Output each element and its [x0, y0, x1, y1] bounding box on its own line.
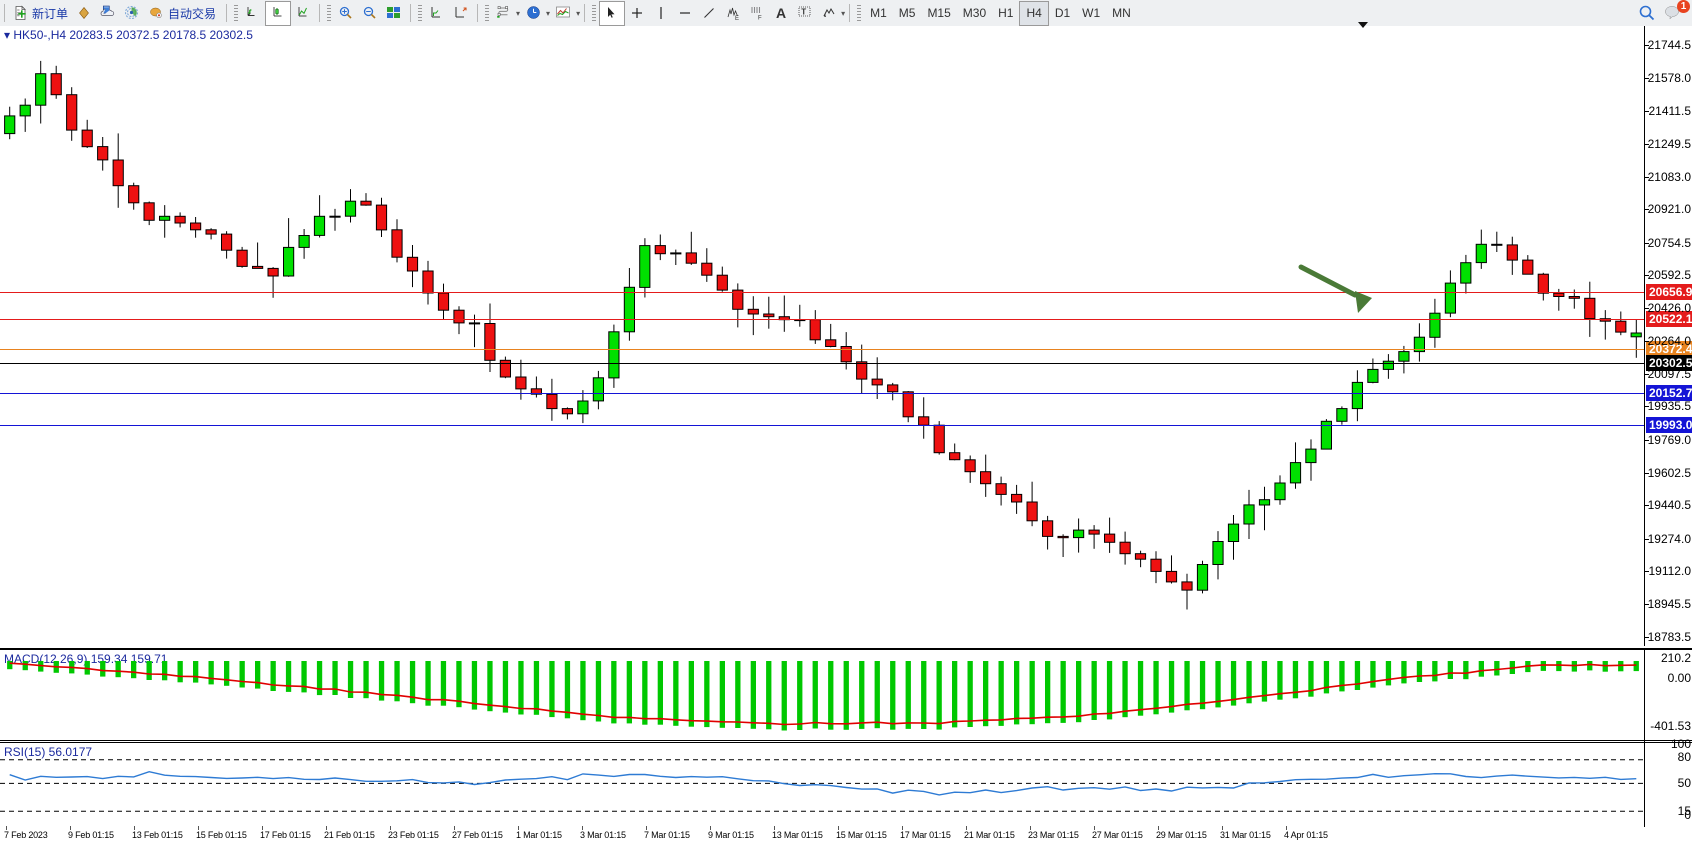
svg-text:E: E — [735, 16, 739, 21]
svg-text:F: F — [758, 16, 762, 22]
svg-text:T: T — [801, 8, 806, 17]
